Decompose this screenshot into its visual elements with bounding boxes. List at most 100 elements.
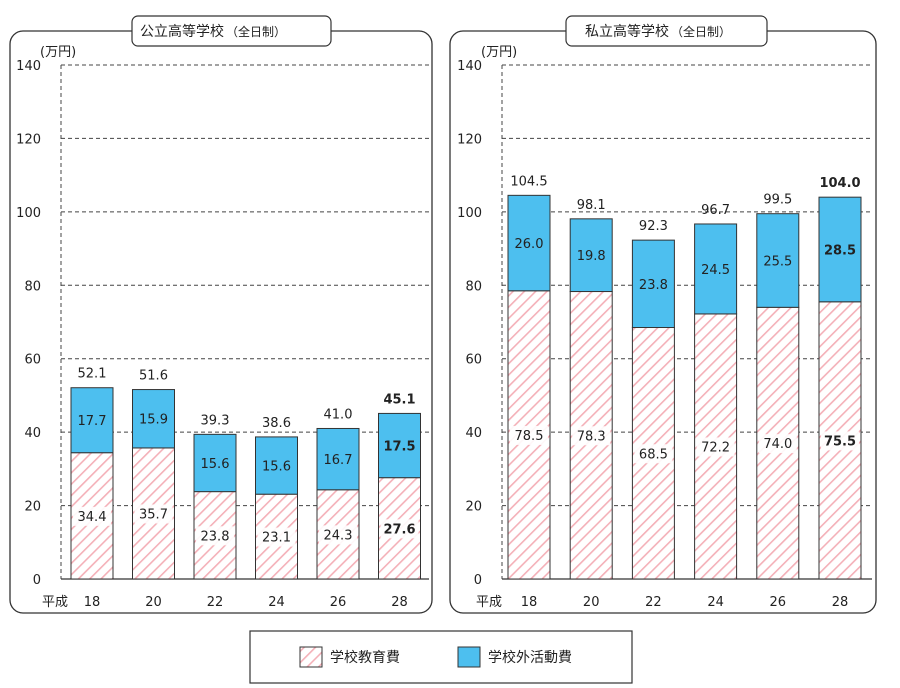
public-x-tick-label: 24: [268, 595, 285, 610]
public-y-tick-label: 20: [24, 500, 41, 515]
public-label-bg: [134, 504, 173, 524]
private-label-bg: [572, 426, 611, 446]
private-bar-outside: [818, 196, 862, 303]
public-value-school: 23.1: [262, 531, 291, 546]
private-label-bg: [634, 444, 673, 464]
public-y-tick-label: 0: [33, 573, 41, 588]
panel-private-title-box: [565, 15, 768, 47]
public-bar-outside: [193, 433, 237, 493]
private-label-bg: [758, 434, 797, 454]
public-bar-outside: [132, 389, 175, 449]
public-bar-outside: [70, 387, 114, 454]
panel-private-subtitle: （全日制）: [671, 24, 731, 39]
public-value-school: 35.7: [139, 507, 168, 522]
private-value-total: 98.1: [577, 198, 606, 213]
private-y-tick-label: 120: [457, 132, 482, 147]
public-x-tick-label: 22: [207, 595, 224, 610]
public-bar-outside: [378, 412, 421, 479]
public-x-tick-label: 28: [391, 595, 408, 610]
private-value-school: 75.5: [824, 434, 856, 449]
private-y-tick-label: 40: [465, 426, 482, 441]
private-x-tick-label: 28: [832, 595, 849, 610]
public-value-total: 39.3: [201, 413, 230, 428]
private-y-tick-label: 140: [457, 59, 482, 74]
private-value-total: 104.0: [819, 176, 860, 191]
legend-label-school: 学校教育費: [330, 649, 400, 666]
private-bar-outside: [756, 213, 800, 308]
private-label-bg: [821, 431, 859, 451]
public-value-outside: 15.6: [201, 457, 230, 472]
private-value-outside: 23.8: [639, 278, 668, 293]
private-bar-outside: [694, 223, 738, 315]
public-y-tick-label: 60: [24, 353, 41, 368]
private-value-total: 92.3: [639, 219, 668, 234]
public-y-tick-label: 140: [16, 59, 41, 74]
public-y-tick-label: 100: [16, 206, 41, 221]
public-label-bg: [196, 526, 234, 546]
public-y-unit: (万円): [40, 45, 76, 60]
public-bar-outside: [316, 427, 360, 491]
public-value-school: 24.3: [324, 528, 353, 543]
private-value-outside: 25.5: [763, 255, 792, 270]
private-bar-outside: [631, 239, 675, 329]
public-x-tick-label: 18: [84, 595, 101, 610]
private-y-tick-label: 100: [457, 206, 482, 221]
public-label-bg: [319, 525, 357, 545]
public-value-total: 38.6: [262, 416, 291, 431]
public-value-school: 23.8: [201, 529, 230, 544]
legend-swatch-school: [299, 646, 323, 668]
private-label-bg: [696, 437, 735, 457]
private-value-school: 74.0: [763, 437, 792, 452]
public-value-school: 27.6: [383, 522, 415, 537]
private-x-prefix: 平成: [476, 595, 502, 610]
public-value-outside: 17.5: [383, 440, 415, 455]
panel-public-title: 公立高等学校: [140, 23, 224, 40]
private-value-outside: 26.0: [515, 237, 544, 252]
private-label-bg: [510, 425, 548, 445]
private-value-school: 78.3: [577, 429, 606, 444]
private-value-school: 68.5: [639, 447, 668, 462]
private-value-outside: 28.5: [824, 243, 856, 258]
private-bar-outside: [569, 218, 613, 293]
private-value-school: 72.2: [701, 440, 730, 455]
public-value-total: 52.1: [78, 367, 107, 382]
public-value-school: 34.4: [78, 510, 107, 525]
private-value-school: 78.5: [515, 429, 544, 444]
panel-private-title: 私立高等学校: [585, 23, 669, 40]
private-x-tick-label: 20: [583, 595, 600, 610]
legend: 学校教育費 学校外活動費: [249, 630, 633, 684]
public-x-tick-label: 20: [145, 595, 162, 610]
legend-label-outside: 学校外活動費: [488, 649, 572, 666]
panel-private: 私立高等学校 （全日制） (万円) 0 20 40 60 80 100 120 140 平成 78.…: [449, 15, 877, 614]
private-y-tick-label: 0: [474, 573, 482, 588]
public-value-outside: 15.9: [139, 413, 168, 428]
private-bar-outside: [507, 194, 551, 292]
panel-public-subtitle: （全日制）: [226, 24, 286, 39]
public-y-tick-label: 40: [24, 426, 41, 441]
private-value-total: 104.5: [510, 174, 547, 189]
private-y-tick-label: 20: [465, 500, 482, 515]
private-value-outside: 24.5: [701, 263, 730, 278]
public-value-total: 41.0: [324, 407, 353, 422]
private-x-tick-label: 24: [707, 595, 724, 610]
public-x-prefix: 平成: [42, 595, 68, 610]
private-y-tick-label: 60: [465, 353, 482, 368]
public-value-total: 45.1: [383, 392, 415, 407]
public-value-outside: 17.7: [78, 414, 107, 429]
public-label-bg: [73, 506, 111, 526]
private-x-tick-label: 26: [770, 595, 787, 610]
public-x-tick-label: 26: [330, 595, 347, 610]
private-x-tick-label: 18: [521, 595, 538, 610]
private-y-unit: (万円): [481, 45, 517, 60]
plot-public: (万円) 0 20 40 60 80 100 120 140 平成 34.4 17.7 52.1 18 35…: [16, 45, 429, 610]
public-y-tick-label: 80: [24, 279, 41, 294]
public-value-total: 51.6: [139, 369, 168, 384]
private-value-total: 99.5: [763, 193, 792, 208]
private-x-tick-label: 22: [645, 595, 662, 610]
public-label-bg: [380, 519, 419, 539]
legend-swatch-outside: [457, 646, 481, 668]
public-value-outside: 15.6: [262, 460, 291, 475]
public-bar-outside: [255, 436, 298, 495]
private-value-total: 96.7: [701, 203, 730, 218]
